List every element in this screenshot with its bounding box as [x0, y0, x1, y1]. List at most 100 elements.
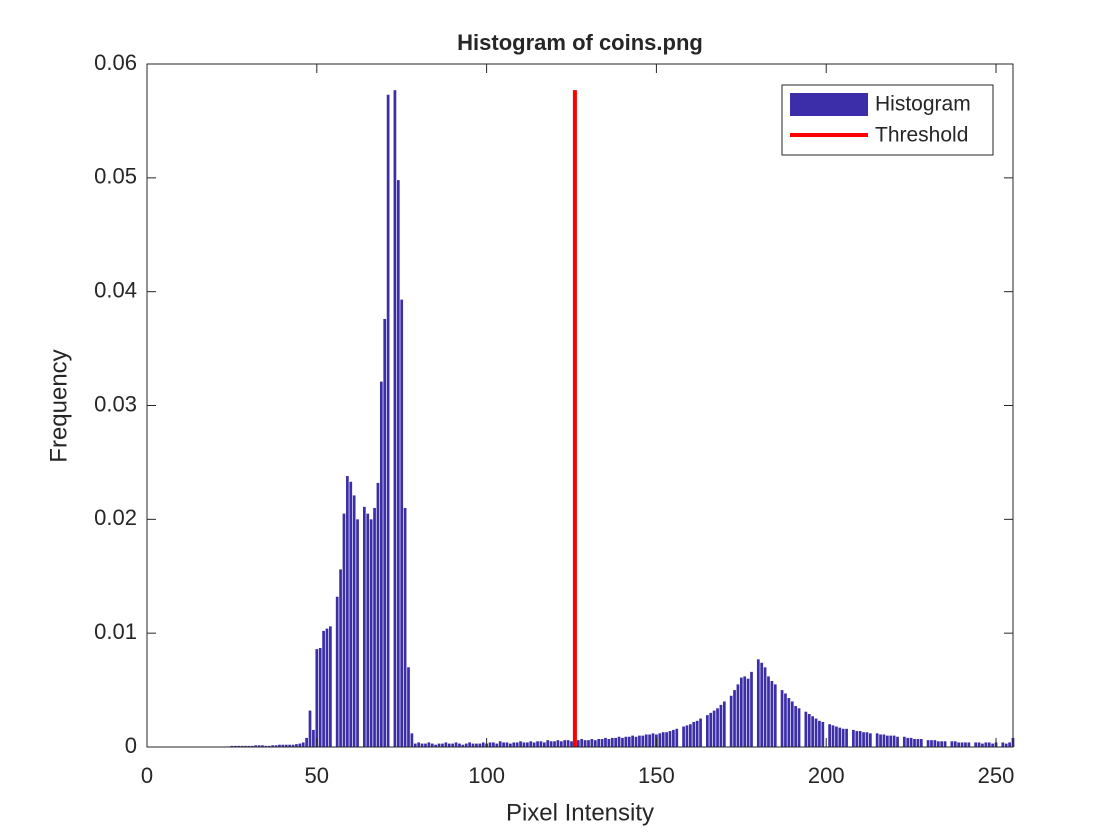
- histogram-bar: [471, 743, 475, 747]
- histogram-bar: [756, 659, 760, 747]
- histogram-bar: [692, 721, 696, 747]
- histogram-bar: [539, 741, 543, 747]
- histogram-bar: [909, 737, 913, 747]
- histogram-bar: [672, 729, 675, 747]
- x-tick-label: 200: [808, 763, 845, 788]
- histogram-bar: [614, 737, 618, 747]
- x-tick-label: 0: [141, 763, 153, 788]
- histogram-bar: [1008, 742, 1011, 747]
- histogram-bar: [464, 743, 468, 747]
- histogram-bar: [610, 737, 614, 747]
- x-tick-label: 250: [978, 763, 1015, 788]
- histogram-bar: [991, 743, 994, 747]
- histogram-bar: [709, 712, 713, 747]
- histogram-bar: [400, 299, 404, 747]
- histogram-bar: [325, 628, 329, 747]
- histogram-bar: [763, 667, 767, 747]
- histogram-bar: [424, 743, 427, 747]
- histogram-bar: [434, 744, 438, 747]
- histogram-bar: [746, 678, 750, 747]
- histogram-bar: [651, 733, 655, 747]
- histogram-bar: [356, 519, 359, 747]
- histogram-bar: [244, 745, 247, 747]
- histogram-bar: [607, 739, 611, 747]
- legend-label: Histogram: [875, 93, 971, 116]
- histogram-bar: [624, 736, 628, 747]
- y-tick-label: 0.04: [94, 277, 137, 302]
- histogram-bar: [261, 745, 264, 747]
- histogram-bar: [790, 701, 794, 747]
- histogram-bar: [882, 734, 886, 747]
- histogram-bar: [257, 745, 261, 747]
- histogram-bar: [784, 693, 787, 747]
- legend-label: Threshold: [875, 124, 968, 147]
- histogram-bar: [604, 737, 607, 747]
- histogram-bar: [835, 726, 838, 747]
- histogram-bar: [376, 482, 380, 747]
- histogram-bar: [641, 735, 645, 747]
- histogram-bar: [797, 708, 801, 747]
- histogram-bar: [386, 94, 390, 748]
- histogram-bar: [773, 684, 777, 747]
- histogram-bar: [587, 740, 590, 747]
- histogram-bar: [495, 743, 499, 747]
- histogram-bar: [458, 743, 461, 747]
- histogram-bar: [699, 718, 702, 747]
- histogram-bar: [583, 740, 587, 747]
- histogram-bar: [719, 704, 723, 747]
- histogram-bar: [447, 743, 451, 747]
- histogram-bar: [940, 741, 944, 747]
- histogram-bar: [875, 733, 879, 747]
- histogram-bar: [563, 740, 567, 747]
- histogram-bar: [943, 741, 947, 747]
- histogram-bar: [770, 680, 774, 747]
- histogram-bar: [373, 507, 376, 747]
- chart-title: Histogram of coins.png: [457, 30, 703, 55]
- histogram-bar: [301, 742, 305, 747]
- histogram-bar: [818, 720, 821, 747]
- histogram-bar: [838, 727, 842, 747]
- histogram-bar: [515, 742, 519, 747]
- histogram-bar: [475, 743, 478, 747]
- histogram-bar: [492, 742, 495, 747]
- histogram-bar: [322, 630, 325, 747]
- histogram-bar: [729, 695, 733, 747]
- histogram-bar: [461, 744, 465, 747]
- histogram-bar: [284, 744, 288, 747]
- histogram-bar: [869, 733, 872, 747]
- histogram-bar: [396, 180, 400, 748]
- histogram-bar: [879, 734, 882, 747]
- histogram-bar: [750, 671, 753, 747]
- histogram-bar: [926, 740, 930, 747]
- histogram-bar: [427, 742, 431, 747]
- histogram-bar: [553, 741, 556, 747]
- histogram-bar: [733, 690, 736, 747]
- histogram-bar: [278, 744, 281, 747]
- histogram-bar: [576, 740, 580, 747]
- histogram-bar: [936, 741, 940, 747]
- histogram-bar: [335, 596, 339, 747]
- histogram-bar: [933, 740, 937, 747]
- histogram-bar: [546, 740, 550, 747]
- histogram-bar: [638, 735, 641, 747]
- histogram-bar: [658, 733, 662, 747]
- y-tick-label: 0.03: [94, 391, 137, 416]
- histogram-bar: [383, 318, 387, 747]
- histogram-bar: [852, 729, 855, 747]
- histogram-bar: [631, 735, 634, 747]
- histogram-bar: [488, 742, 492, 747]
- histogram-bar: [274, 745, 278, 747]
- histogram-bar: [417, 742, 421, 747]
- histogram-bar: [960, 742, 964, 747]
- histogram-bar: [617, 736, 621, 747]
- histogram-bar: [233, 745, 237, 747]
- histogram-bar: [906, 737, 910, 747]
- histogram-bar: [410, 733, 414, 747]
- histogram-bar: [977, 742, 981, 747]
- histogram-bar: [318, 647, 322, 747]
- histogram-bar: [865, 732, 869, 747]
- histogram-bar: [247, 745, 251, 747]
- y-tick-label: 0.02: [94, 505, 137, 530]
- histogram-bar: [1004, 743, 1008, 747]
- histogram-bar: [430, 743, 434, 747]
